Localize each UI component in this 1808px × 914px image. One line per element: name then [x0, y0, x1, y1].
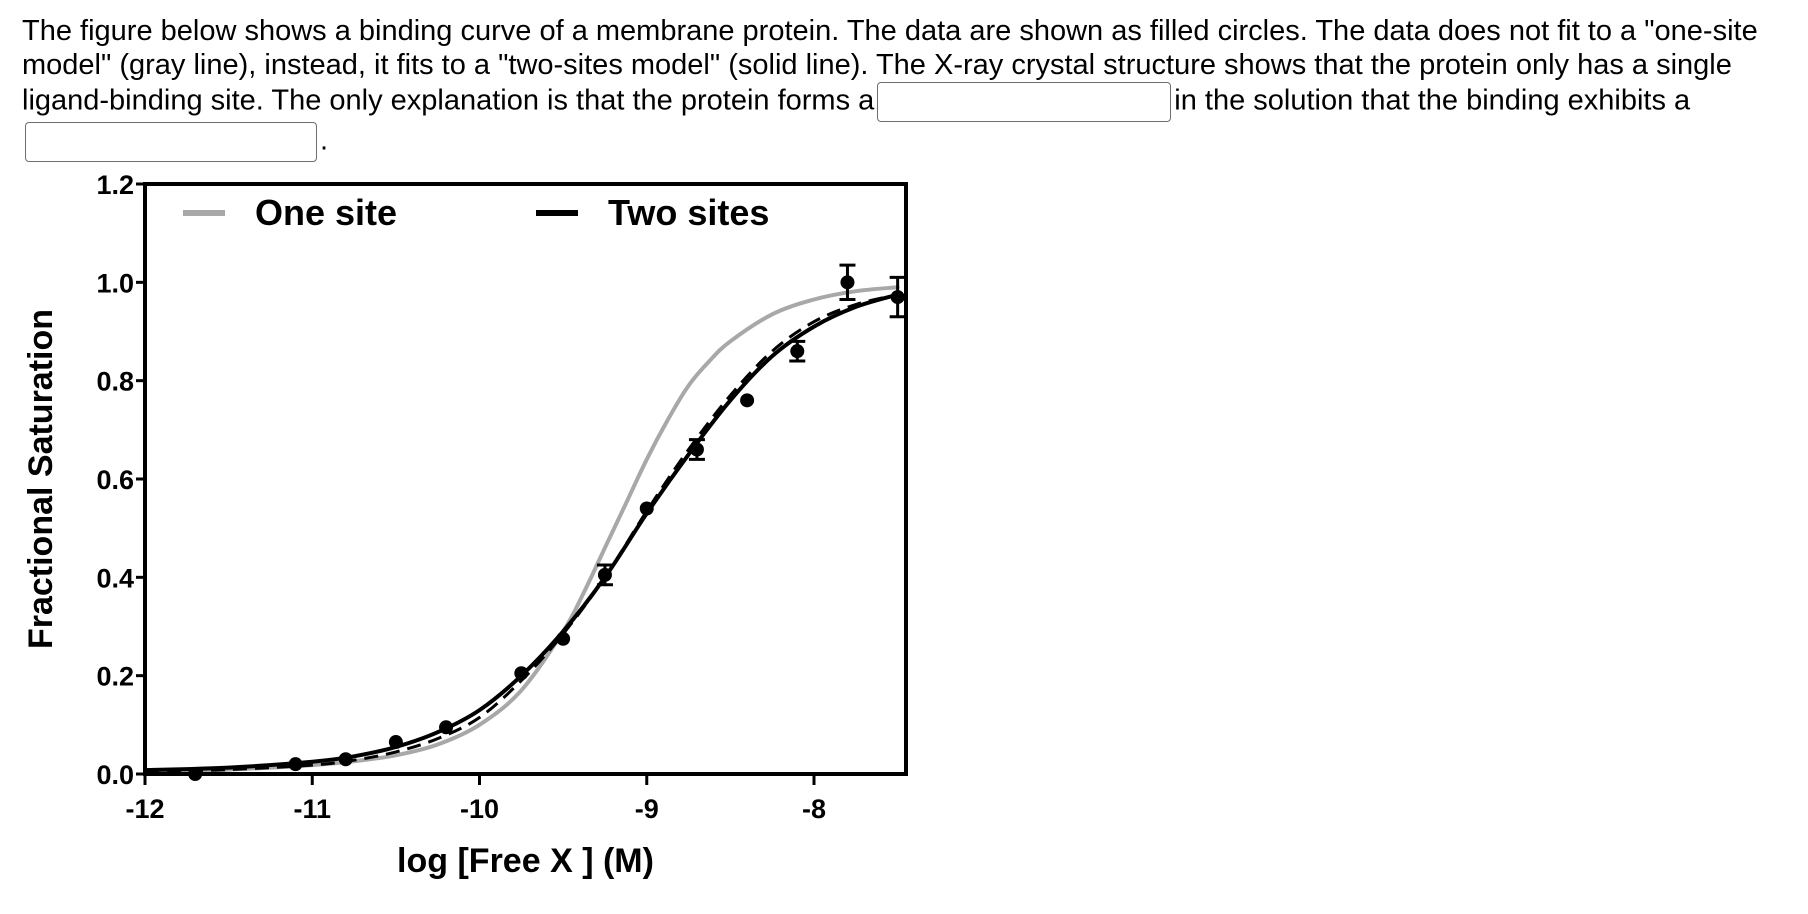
x-tick-label: -8 — [802, 794, 826, 824]
data-point — [639, 501, 654, 516]
axis-layer: -12 -11 -10 -9 -8 0.0 0.2 0.4 0.6 0.8 1.0 1.2 — [96, 170, 908, 824]
binding-curve-chart: -12 -11 -10 -9 -8 0.0 0.2 0.4 0.6 0.8 1.0 1.2 One s… — [22, 170, 908, 880]
x-tick-label: -12 — [125, 794, 164, 824]
data-point — [840, 275, 855, 290]
data-point — [597, 567, 612, 582]
two-sites-fit-line — [143, 292, 900, 773]
data-point — [890, 290, 905, 305]
question-end-punctuation: . — [320, 125, 329, 158]
legend-label: One site — [255, 192, 397, 233]
question-sentence-2: in the solution that the binding exhibit… — [1174, 85, 1691, 118]
answer-blank-1[interactable] — [877, 82, 1172, 123]
y-tick-label: 0.6 — [96, 465, 134, 495]
y-tick-label: 0.8 — [96, 367, 134, 397]
data-point — [790, 344, 805, 359]
question-paragraph: The figure below shows a binding curve o… — [22, 14, 1802, 163]
x-tick-label: -11 — [293, 794, 331, 824]
x-axis-title: log [Free X ] (M) — [397, 842, 654, 880]
y-axis-title: Fractional Saturation — [22, 309, 60, 649]
answer-blank-2[interactable] — [25, 122, 317, 163]
data-point — [556, 631, 571, 646]
legend: One site Two sites — [183, 192, 769, 233]
data-point — [689, 442, 704, 457]
data-point — [388, 735, 403, 750]
data-point — [740, 393, 755, 408]
series-layer — [143, 263, 906, 781]
data-point — [439, 720, 454, 735]
data-point — [514, 666, 529, 681]
y-tick-label: 0.2 — [96, 662, 134, 692]
y-tick-label: 0.4 — [96, 563, 134, 593]
one-site-fit-line — [143, 285, 900, 774]
data-point — [338, 752, 353, 767]
y-tick-label: 0.0 — [96, 760, 134, 790]
x-tick-label: -10 — [460, 794, 499, 824]
question-sentence-1: The figure below shows a binding curve o… — [22, 15, 1758, 118]
data-point — [288, 757, 303, 772]
dashed-fit-line — [144, 293, 898, 774]
y-tick-label: 1.2 — [96, 170, 134, 200]
question-text: The figure below shows a binding curve o… — [22, 14, 1802, 163]
y-tick-label: 1.0 — [96, 268, 134, 298]
x-tick-label: -9 — [635, 794, 659, 824]
legend-label: Two sites — [608, 192, 769, 233]
